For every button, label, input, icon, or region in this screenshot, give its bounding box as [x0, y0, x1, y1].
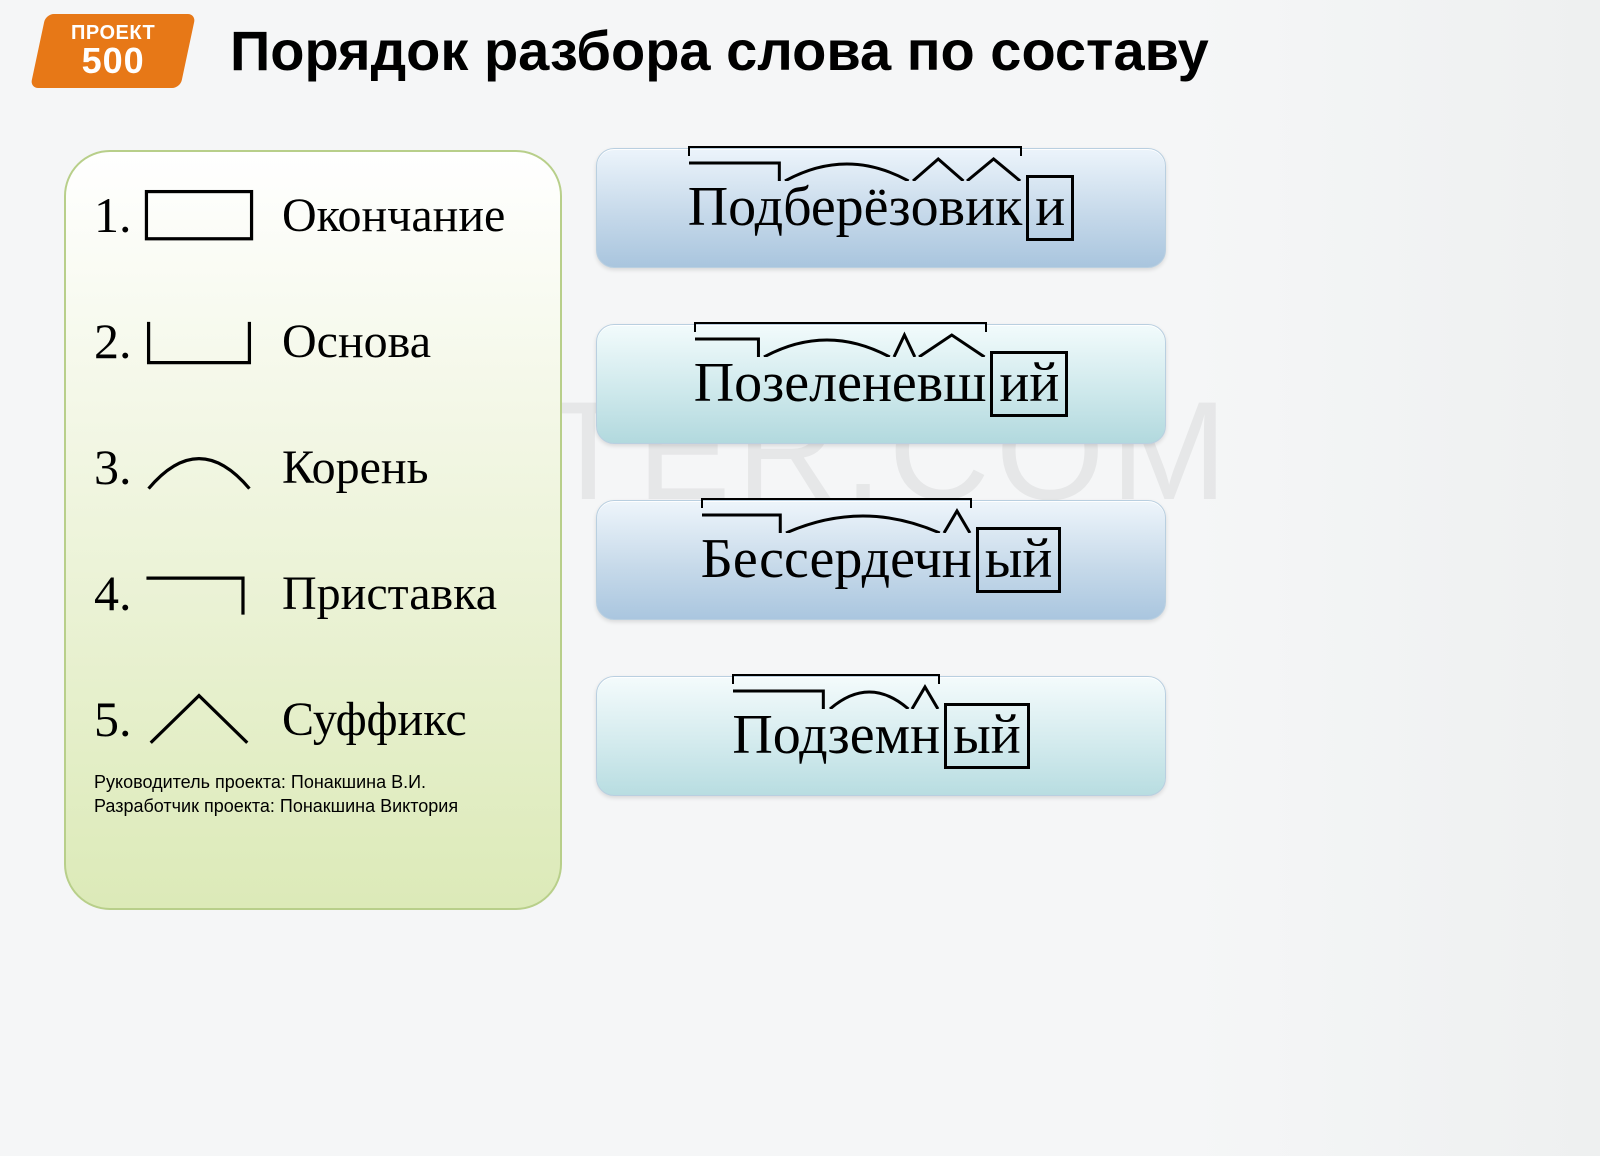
legend-row: 3. Корень — [94, 436, 532, 498]
suffix-mark-icon — [911, 155, 965, 181]
legend-label: Основа — [282, 314, 431, 369]
root-mark-icon — [783, 155, 911, 181]
prefix-mark-icon — [701, 507, 784, 533]
suffix-mark-icon — [917, 331, 987, 357]
legend-panel: 1. Окончание 2. Основа 3. Корень 4. Прис… — [64, 150, 562, 910]
ending-box: ый — [944, 703, 1030, 770]
segment-root: зем — [828, 707, 910, 763]
example-card[interactable]: Бессердечный — [596, 500, 1166, 620]
legend-symbol-suffix — [140, 688, 258, 750]
logo-line2: 500 — [71, 43, 155, 79]
example-card[interactable]: Подберёзовики — [596, 148, 1166, 268]
segment-suffix: е — [892, 355, 917, 411]
example-card[interactable]: Подземный — [596, 676, 1166, 796]
parsed-word: Подземный — [732, 703, 1029, 770]
right-edge-gradient — [1190, 0, 1600, 1156]
legend-symbol-base — [140, 310, 258, 372]
legend-symbol-root — [140, 436, 258, 498]
logo-badge: ПРОЕКТ 500 — [30, 14, 196, 88]
parsed-word: Позеленевший — [694, 351, 1069, 418]
legend-label: Корень — [282, 440, 429, 495]
base-mark-icon — [688, 145, 1022, 157]
legend-number: 1. — [94, 186, 140, 244]
legend-label: Приставка — [282, 566, 497, 621]
ending-box: ий — [990, 351, 1068, 418]
legend-row: 2. Основа — [94, 310, 532, 372]
ending-box: и — [1026, 175, 1074, 242]
legend-number: 5. — [94, 690, 140, 748]
segment-prefix: По — [694, 355, 762, 411]
parsed-word: Подберёзовики — [688, 175, 1075, 242]
segment-prefix: Под — [732, 707, 827, 763]
base-mark-icon — [701, 497, 972, 509]
legend-number: 3. — [94, 438, 140, 496]
segment-root: сердеч — [784, 531, 942, 587]
root-mark-icon — [762, 331, 892, 357]
ending-box: ый — [976, 527, 1062, 594]
prefix-mark-icon — [688, 155, 783, 181]
legend-label: Окончание — [282, 188, 505, 243]
segment-suffix: ов — [911, 179, 965, 235]
legend-number: 4. — [94, 564, 140, 622]
base-mark-icon — [694, 321, 987, 333]
root-mark-icon — [784, 507, 942, 533]
legend-symbol-ending — [140, 184, 258, 246]
suffix-mark-icon — [910, 683, 940, 709]
prefix-mark-icon — [732, 683, 827, 709]
segment-prefix: Под — [688, 179, 783, 235]
segment-root: берёз — [783, 179, 911, 235]
segment-suffix: ик — [965, 179, 1022, 235]
segment-suffix: н — [910, 707, 940, 763]
credits-line1: Руководитель проекта: Понакшина В.И. — [94, 770, 532, 794]
suffix-mark-icon — [942, 507, 972, 533]
legend-row: 1. Окончание — [94, 184, 532, 246]
root-mark-icon — [828, 683, 910, 709]
examples-column: ПодберёзовикиПозеленевшийБессердечныйПод… — [596, 148, 1166, 796]
legend-label: Суффикс — [282, 692, 467, 747]
credits-line2: Разработчик проекта: Понакшина Виктория — [94, 794, 532, 818]
segment-suffix: вш — [917, 355, 987, 411]
example-card[interactable]: Позеленевший — [596, 324, 1166, 444]
segment-prefix: Бес — [701, 531, 784, 587]
legend-symbol-prefix — [140, 562, 258, 624]
page: ПРОЕКТ 500 Порядок разбора слова по сост… — [0, 0, 1600, 1156]
legend-number: 2. — [94, 312, 140, 370]
credits-block: Руководитель проекта: Понакшина В.И. Раз… — [94, 770, 532, 819]
page-title: Порядок разбора слова по составу — [230, 18, 1209, 83]
segment-suffix: н — [942, 531, 972, 587]
legend-row: 5. Суффикс — [94, 688, 532, 750]
legend-row: 4. Приставка — [94, 562, 532, 624]
segment-root: зелен — [762, 355, 892, 411]
base-mark-icon — [732, 673, 940, 685]
suffix-mark-icon — [892, 331, 917, 357]
parsed-word: Бессердечный — [701, 527, 1062, 594]
suffix-mark-icon — [965, 155, 1022, 181]
prefix-mark-icon — [694, 331, 762, 357]
